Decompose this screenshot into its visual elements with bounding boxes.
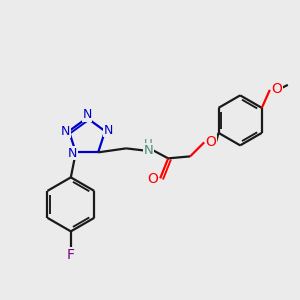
Text: N: N	[143, 144, 153, 157]
Text: N: N	[61, 124, 70, 138]
Text: N: N	[82, 109, 92, 122]
Text: H: H	[144, 138, 152, 151]
Text: N: N	[68, 147, 77, 160]
Text: F: F	[67, 248, 75, 262]
Text: O: O	[206, 135, 217, 149]
Text: N: N	[103, 124, 113, 136]
Text: O: O	[148, 172, 159, 186]
Text: O: O	[272, 82, 282, 96]
